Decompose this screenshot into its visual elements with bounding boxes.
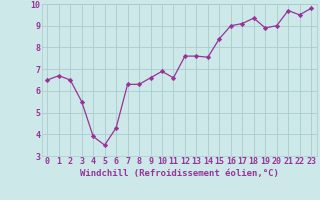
- X-axis label: Windchill (Refroidissement éolien,°C): Windchill (Refroidissement éolien,°C): [80, 169, 279, 178]
